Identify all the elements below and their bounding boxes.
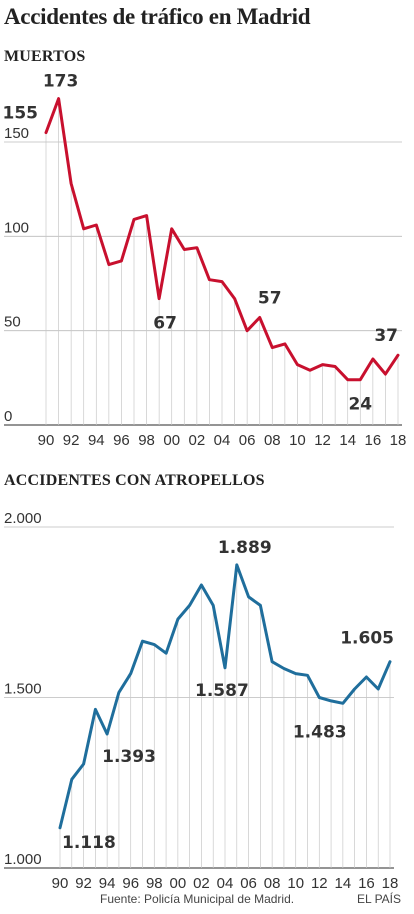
x-tick-label: 14 xyxy=(335,875,352,892)
y-tick-label: 150 xyxy=(4,125,29,142)
x-tick-label: 06 xyxy=(239,432,256,449)
series-line xyxy=(44,97,400,382)
x-tick-label: 92 xyxy=(75,875,92,892)
chart2-title: ACCIDENTES CON ATROPELLOS xyxy=(4,472,265,489)
x-tick-label: 00 xyxy=(170,875,187,892)
data-label: 1.393 xyxy=(102,747,156,767)
x-tick-label: 96 xyxy=(122,875,139,892)
y-tick-label: 1.500 xyxy=(4,681,42,698)
x-tick-label: 94 xyxy=(88,432,105,449)
data-label: 1.118 xyxy=(62,833,116,853)
page-title: Accidentes de tráfico en Madrid xyxy=(4,4,311,29)
data-label: 1.587 xyxy=(195,681,249,701)
x-tick-label: 06 xyxy=(240,875,257,892)
x-tick-label: 08 xyxy=(264,432,281,449)
x-tick-label: 94 xyxy=(99,875,116,892)
x-tick-label: 04 xyxy=(217,875,234,892)
x-tick-label: 08 xyxy=(264,875,281,892)
x-tick-label: 92 xyxy=(63,432,80,449)
data-label: 1.605 xyxy=(340,629,394,649)
y-tick-label: 100 xyxy=(4,219,29,236)
x-tick-label: 18 xyxy=(390,432,407,449)
x-tick-label: 04 xyxy=(214,432,231,449)
data-label: 173 xyxy=(43,72,79,92)
x-tick-label: 12 xyxy=(314,432,331,449)
x-tick-label: 90 xyxy=(38,432,55,449)
y-tick-label: 50 xyxy=(4,314,21,331)
data-label: 155 xyxy=(3,104,39,124)
x-tick-label: 02 xyxy=(193,875,210,892)
data-label: 67 xyxy=(153,314,177,334)
source-note: Fuente: Policía Municipal de Madrid. xyxy=(100,892,295,906)
x-tick-label: 16 xyxy=(358,875,375,892)
brand-logo: EL PAÍS xyxy=(357,892,402,906)
x-tick-label: 12 xyxy=(311,875,328,892)
x-tick-label: 10 xyxy=(287,875,304,892)
data-label: 1.889 xyxy=(218,538,272,558)
y-tick-label: 0 xyxy=(4,408,12,425)
y-tick-label: 2.000 xyxy=(4,510,42,527)
data-label: 1.483 xyxy=(293,722,347,742)
data-label: 24 xyxy=(348,395,372,415)
x-tick-label: 18 xyxy=(382,875,399,892)
data-label: 37 xyxy=(374,326,398,346)
x-tick-label: 90 xyxy=(52,875,69,892)
x-tick-label: 02 xyxy=(189,432,206,449)
x-tick-label: 16 xyxy=(365,432,382,449)
y-tick-label: 1.000 xyxy=(4,851,42,868)
x-tick-label: 00 xyxy=(163,432,180,449)
x-tick-label: 10 xyxy=(289,432,306,449)
x-tick-label: 96 xyxy=(113,432,130,449)
x-tick-label: 98 xyxy=(146,875,163,892)
data-label: 57 xyxy=(258,288,282,308)
series-line xyxy=(58,563,392,830)
x-tick-label: 14 xyxy=(339,432,356,449)
x-tick-label: 98 xyxy=(138,432,155,449)
chart1-title: MUERTOS xyxy=(4,48,86,65)
